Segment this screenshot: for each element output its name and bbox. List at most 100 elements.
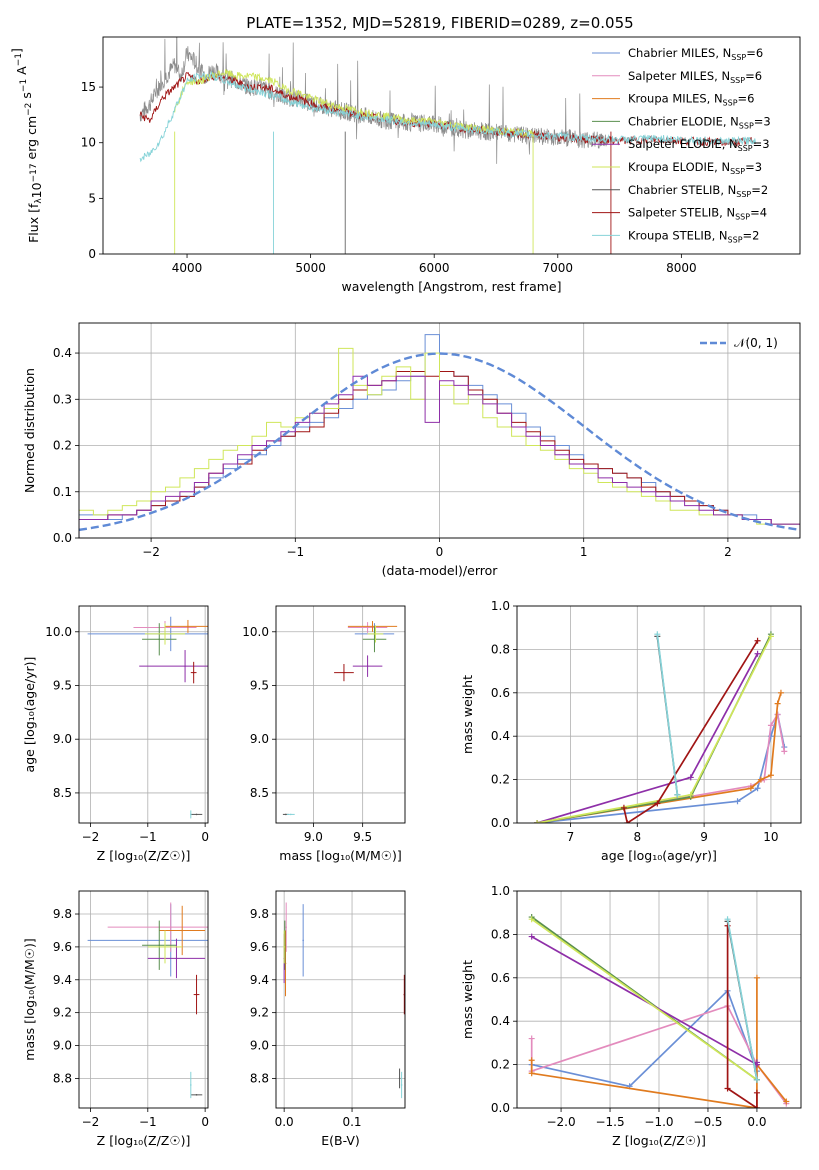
x-tick-label: −0.5	[693, 1115, 722, 1129]
legend-subscript: SSP	[739, 121, 754, 130]
data-point-kroupa-miles	[181, 929, 183, 932]
x-axis-label: Z [log₁₀(Z/Z☉)]	[97, 848, 191, 863]
y-axis-label: mass weight	[460, 675, 475, 754]
x-tick-label: −2	[82, 830, 100, 844]
weight-marker	[757, 776, 764, 783]
axes-age_vs_Z: −2 −1 0 8.5 9.0 9.5 10.0 Z [log₁₀(Z/Z☉)] age [lo…	[22, 605, 209, 863]
plot-area-spectrum	[139, 37, 756, 254]
y-label-part: Flux [f	[26, 203, 41, 243]
figure-title: PLATE=1352, MJD=52819, FIBERID=0289, z=0…	[246, 14, 633, 32]
x-tick-label: 1	[580, 545, 588, 559]
y-tick-label: 0.6	[491, 971, 510, 985]
legend-subscript: SSP	[723, 99, 738, 108]
legend-label: Kroupa ELODIE, NSSP=3	[628, 160, 762, 176]
y-tick-label: 0.0	[491, 1101, 510, 1115]
y-tick-label: 0	[88, 247, 96, 261]
weight-marker	[753, 1059, 760, 1066]
y-tick-label: 9.0	[250, 1039, 269, 1053]
y-tick-label: 8.8	[53, 1071, 72, 1085]
y-label-part: erg cm	[24, 116, 39, 164]
legend-text: =6	[738, 92, 755, 106]
y-tick-label: 0.3	[53, 392, 72, 406]
data-point-chabrier-stelib	[195, 813, 198, 816]
x-tick-label: 2	[724, 545, 732, 559]
legend-text: Salpeter ELODIE, N	[628, 137, 738, 151]
data-point-kroupa-stelib	[289, 813, 292, 816]
y-tick-label: 9.8	[250, 907, 269, 921]
legend-label: Kroupa STELIB, NSSP=2	[628, 228, 759, 244]
y-tick-label: 9.6	[53, 940, 72, 954]
y-label-part: A	[14, 66, 29, 79]
weight-line-chabrier-miles	[536, 714, 786, 823]
y-tick-label: 0.8	[491, 642, 510, 656]
legend-text: =2	[743, 228, 760, 242]
x-tick-label: 8000	[666, 261, 697, 275]
legend-subscript: SSP	[735, 213, 750, 222]
legend-text: Chabrier ELODIE, N	[628, 114, 739, 128]
legend-subscript: SSP	[730, 76, 745, 85]
data-point-chabrier-stelib	[398, 1077, 401, 1080]
x-tick-label: 9	[700, 830, 708, 844]
x-axis-label: mass [log₁₀(M/M☉)]	[279, 848, 401, 863]
data-point-salpeter-elodie	[184, 665, 186, 667]
y-tick-label: 8.8	[250, 1071, 269, 1085]
axes-frame	[78, 322, 801, 539]
y-label-part: s	[19, 92, 34, 103]
axes-mass_vs_Z: −2 −1 0 8.8 9.0 9.2 9.4 9.6 9.8 Z [log₁₀(Z/Z☉)] ma…	[22, 890, 209, 1148]
y-tick-label: 9.2	[250, 1006, 269, 1020]
x-tick-label: −2	[82, 1115, 100, 1129]
legend-subscript: SSP	[736, 190, 751, 199]
data-point-chabrier-miles	[302, 939, 304, 942]
y-label-part: 10	[29, 182, 44, 198]
axes-mass_vs_ebv: 0.0 0.1 8.8 9.0 9.2 9.4 9.6 9.8 E(B-V)	[250, 890, 406, 1148]
y-tick-label: 9.5	[250, 678, 269, 692]
axes-spectrum: 4000 5000 6000 7000 8000 0 5 10 15 wavelength [An…	[9, 36, 801, 294]
y-tick-label: 9.0	[53, 1039, 72, 1053]
weight-line-salpeter-stelib	[623, 640, 759, 823]
y-tick-label: 0.8	[491, 927, 510, 941]
y-tick-label: 8.5	[53, 786, 72, 800]
y-axis-label: Normed distribution	[22, 368, 37, 493]
histogram-salpeter-elodie	[79, 375, 800, 538]
weight-marker	[754, 785, 761, 792]
weight-marker	[528, 933, 535, 940]
data-point-salpeter-miles	[169, 926, 172, 928]
axes-frame	[516, 890, 802, 1109]
data-point-kroupa-elodie	[164, 633, 166, 635]
y-label-part: −1	[19, 79, 29, 92]
x-axis-label: age [log₁₀(age/yr)]	[601, 848, 717, 863]
y-axis-label: mass weight	[460, 960, 475, 1039]
x-tick-label: 9.0	[304, 830, 323, 844]
legend-text: Salpeter STELIB, N	[628, 206, 735, 220]
y-tick-label: 1.0	[491, 599, 510, 613]
legend-label: Chabrier MILES, NSSP=6	[628, 46, 763, 62]
data-point-kroupa-elodie	[374, 633, 377, 635]
legend-subscript: SSP	[738, 144, 753, 153]
y-label-part: −2	[24, 103, 34, 116]
y-tick-label: 8.5	[250, 786, 269, 800]
legend-text: =3	[753, 137, 770, 151]
weight-marker	[534, 820, 541, 823]
weight-marker	[528, 1057, 535, 1064]
x-tick-label: 7000	[543, 261, 574, 275]
weight-marker	[753, 974, 760, 981]
x-tick-label: 0.0	[275, 1115, 294, 1129]
weight-marker	[624, 820, 631, 823]
axes-residuals: −2 −1 0 1 2 0.0 0.1 0.2 0.3 0.4 (data-model)/error…	[22, 322, 801, 578]
axes-weight_vs_Z: −2.0 −1.5 −1.0 −0.5 0.0 0.0 0.2 0.4 0.6 0.8 1.0 Z […	[460, 884, 802, 1148]
plot-area-mass_vs_Z	[87, 902, 208, 1099]
legend-text: =6	[745, 69, 762, 83]
legend-label: Salpeter ELODIE, NSSP=3	[628, 137, 770, 153]
y-tick-label: 0.2	[491, 1058, 510, 1072]
x-tick-label: 5000	[295, 261, 326, 275]
weight-marker	[528, 1070, 535, 1077]
y-tick-label: 0.2	[491, 773, 510, 787]
legend-label: Kroupa MILES, NSSP=6	[628, 92, 754, 108]
data-point-chabrier-stelib	[195, 1094, 198, 1096]
y-tick-label: 0.2	[53, 439, 72, 453]
plot-area-residuals	[79, 334, 800, 538]
x-tick-label: 0	[201, 830, 209, 844]
y-axis-label: mass [log₁₀(M/M☉)]	[22, 938, 37, 1060]
legend-subscript: SSP	[731, 53, 746, 62]
y-tick-label: 9.4	[53, 973, 72, 987]
